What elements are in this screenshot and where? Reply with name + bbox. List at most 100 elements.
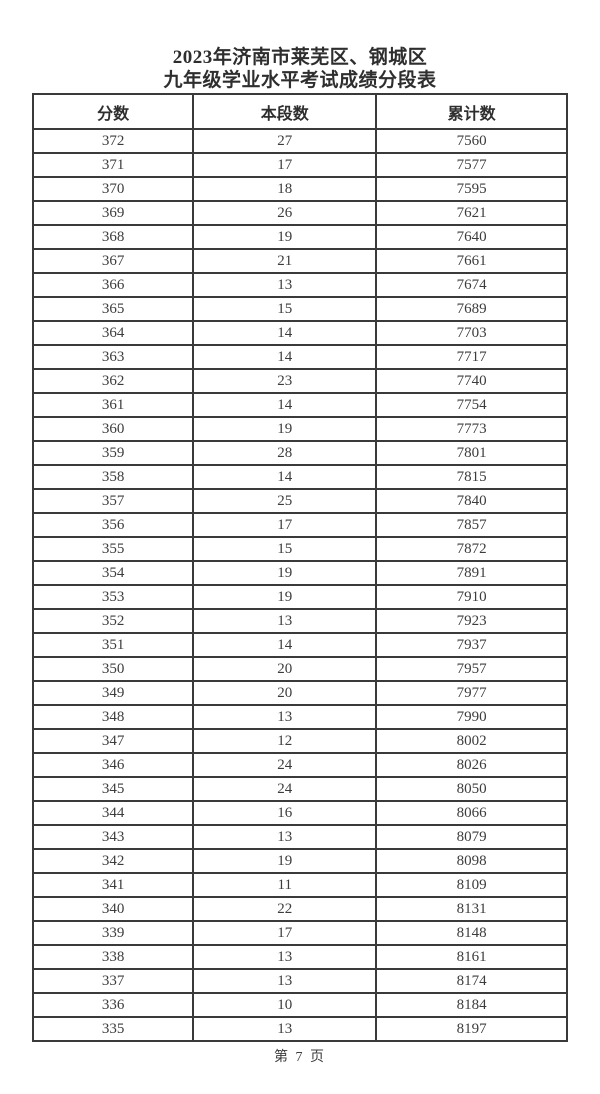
table-row: 352 13 7923 <box>31 608 568 634</box>
score-cell: 338 <box>31 944 195 970</box>
segment-count-cell: 19 <box>192 224 378 250</box>
segment-count-cell: 14 <box>192 392 378 418</box>
table-row: 364 14 7703 <box>31 320 568 346</box>
table-row: 371 17 7577 <box>31 152 568 178</box>
cumulative-count-cell: 8050 <box>375 776 568 802</box>
segment-count-cell: 13 <box>192 608 378 634</box>
cumulative-count-cell: 7977 <box>375 680 568 706</box>
table-row: 348 13 7990 <box>31 704 568 730</box>
table-row: 362 23 7740 <box>31 368 568 394</box>
cumulative-count-cell: 7560 <box>375 128 568 154</box>
table-row: 351 14 7937 <box>31 632 568 658</box>
table-row: 358 14 7815 <box>31 464 568 490</box>
table-row: 343 13 8079 <box>31 824 568 850</box>
table-row: 346 24 8026 <box>31 752 568 778</box>
table-row: 347 12 8002 <box>31 728 568 754</box>
score-cell: 343 <box>31 824 195 850</box>
cumulative-count-cell: 7703 <box>375 320 568 346</box>
score-cell: 345 <box>31 776 195 802</box>
segment-count-cell: 20 <box>192 680 378 706</box>
cumulative-count-cell: 7621 <box>375 200 568 226</box>
score-cell: 368 <box>31 224 195 250</box>
segment-count-cell: 14 <box>192 320 378 346</box>
score-cell: 341 <box>31 872 195 898</box>
cumulative-count-cell: 7717 <box>375 344 568 370</box>
cumulative-count-cell: 7957 <box>375 656 568 682</box>
table-row: 368 19 7640 <box>31 224 568 250</box>
table-row: 340 22 8131 <box>31 896 568 922</box>
segment-count-cell: 14 <box>192 464 378 490</box>
cumulative-count-cell: 8197 <box>375 1016 568 1042</box>
segment-count-cell: 13 <box>192 824 378 850</box>
table-row: 369 26 7621 <box>31 200 568 226</box>
segment-count-cell: 15 <box>192 296 378 322</box>
segment-count-cell: 24 <box>192 776 378 802</box>
table-row: 361 14 7754 <box>31 392 568 418</box>
cumulative-count-cell: 7910 <box>375 584 568 610</box>
score-cell: 344 <box>31 800 195 826</box>
cumulative-count-cell: 7740 <box>375 368 568 394</box>
cumulative-count-cell: 7689 <box>375 296 568 322</box>
cumulative-count-cell: 8079 <box>375 824 568 850</box>
segment-count-cell: 20 <box>192 656 378 682</box>
table-row: 345 24 8050 <box>31 776 568 802</box>
header-score: 分数 <box>31 93 195 130</box>
segment-count-cell: 27 <box>192 128 378 154</box>
segment-count-cell: 13 <box>192 704 378 730</box>
document-title-line2: 九年级学业水平考试成绩分段表 <box>163 70 437 91</box>
score-cell: 354 <box>31 560 195 586</box>
score-cell: 353 <box>31 584 195 610</box>
segment-count-cell: 17 <box>192 920 378 946</box>
table-row: 335 13 8197 <box>31 1016 568 1042</box>
table-row: 344 16 8066 <box>31 800 568 826</box>
cumulative-count-cell: 7990 <box>375 704 568 730</box>
score-cell: 366 <box>31 272 195 298</box>
segment-count-cell: 14 <box>192 632 378 658</box>
cumulative-count-cell: 8148 <box>375 920 568 946</box>
score-distribution-table: 分数 本段数 累计数 372 27 7560 371 17 7577 370 1… <box>31 93 568 1042</box>
cumulative-count-cell: 8184 <box>375 992 568 1018</box>
table-row: 357 25 7840 <box>31 488 568 514</box>
table-body: 372 27 7560 371 17 7577 370 18 7595 369 … <box>31 128 568 1042</box>
cumulative-count-cell: 7872 <box>375 536 568 562</box>
cumulative-count-cell: 7937 <box>375 632 568 658</box>
segment-count-cell: 15 <box>192 536 378 562</box>
score-cell: 359 <box>31 440 195 466</box>
segment-count-cell: 17 <box>192 512 378 538</box>
segment-count-cell: 14 <box>192 344 378 370</box>
cumulative-count-cell: 7815 <box>375 464 568 490</box>
segment-count-cell: 26 <box>192 200 378 226</box>
score-cell: 372 <box>31 128 195 154</box>
score-cell: 336 <box>31 992 195 1018</box>
table-row: 366 13 7674 <box>31 272 568 298</box>
segment-count-cell: 23 <box>192 368 378 394</box>
segment-count-cell: 28 <box>192 440 378 466</box>
table-row: 370 18 7595 <box>31 176 568 202</box>
cumulative-count-cell: 7754 <box>375 392 568 418</box>
segment-count-cell: 25 <box>192 488 378 514</box>
score-cell: 342 <box>31 848 195 874</box>
cumulative-count-cell: 7674 <box>375 272 568 298</box>
score-cell: 352 <box>31 608 195 634</box>
score-cell: 339 <box>31 920 195 946</box>
segment-count-cell: 13 <box>192 272 378 298</box>
cumulative-count-cell: 8002 <box>375 728 568 754</box>
score-cell: 361 <box>31 392 195 418</box>
table-row: 363 14 7717 <box>31 344 568 370</box>
score-cell: 363 <box>31 344 195 370</box>
segment-count-cell: 19 <box>192 416 378 442</box>
score-cell: 370 <box>31 176 195 202</box>
segment-count-cell: 19 <box>192 848 378 874</box>
segment-count-cell: 24 <box>192 752 378 778</box>
table-row: 336 10 8184 <box>31 992 568 1018</box>
table-row: 337 13 8174 <box>31 968 568 994</box>
page-number-footer: 第 7 页 <box>274 1050 326 1065</box>
table-row: 338 13 8161 <box>31 944 568 970</box>
score-cell: 346 <box>31 752 195 778</box>
segment-count-cell: 19 <box>192 584 378 610</box>
segment-count-cell: 17 <box>192 152 378 178</box>
segment-count-cell: 11 <box>192 872 378 898</box>
score-cell: 355 <box>31 536 195 562</box>
table-row: 365 15 7689 <box>31 296 568 322</box>
